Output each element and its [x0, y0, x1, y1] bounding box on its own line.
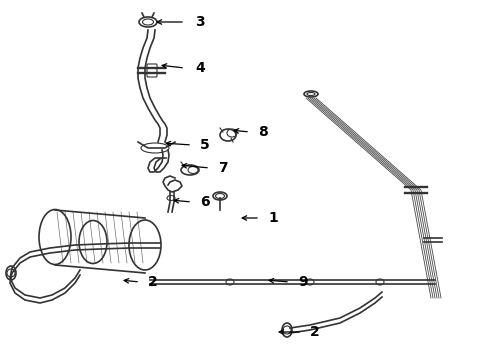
Text: 2: 2: [148, 275, 158, 289]
Text: 2: 2: [310, 325, 320, 339]
Text: 1: 1: [268, 211, 278, 225]
Text: 3: 3: [195, 15, 205, 29]
Text: 4: 4: [195, 61, 205, 75]
Text: 5: 5: [200, 138, 210, 152]
Text: 8: 8: [258, 125, 268, 139]
Text: 9: 9: [298, 275, 308, 289]
Text: 7: 7: [218, 161, 228, 175]
Text: 6: 6: [200, 195, 210, 209]
